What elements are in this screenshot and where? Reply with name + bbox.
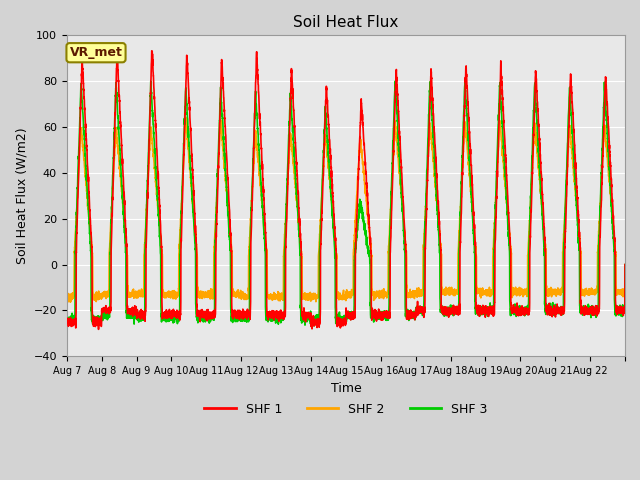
X-axis label: Time: Time bbox=[330, 382, 361, 395]
SHF 2 bbox=[182, 115, 189, 120]
Line: SHF 1: SHF 1 bbox=[67, 51, 625, 329]
Text: VR_met: VR_met bbox=[70, 46, 122, 59]
SHF 1 bbox=[397, 152, 404, 157]
SHF 3 bbox=[527, 193, 534, 199]
SHF 1 bbox=[367, 250, 374, 256]
SHF 3 bbox=[392, 78, 399, 84]
Line: SHF 2: SHF 2 bbox=[67, 118, 625, 302]
Line: SHF 3: SHF 3 bbox=[67, 81, 625, 326]
SHF 1 bbox=[179, 186, 187, 192]
SHF 1 bbox=[499, 104, 507, 109]
SHF 2 bbox=[499, 158, 507, 164]
SHF 2 bbox=[541, 239, 549, 245]
Legend: SHF 1, SHF 2, SHF 3: SHF 1, SHF 2, SHF 3 bbox=[200, 398, 492, 420]
SHF 1 bbox=[95, 326, 102, 332]
SHF 2 bbox=[367, 241, 374, 247]
SHF 1 bbox=[63, 318, 70, 324]
SHF 3 bbox=[63, 318, 70, 324]
SHF 2 bbox=[621, 262, 629, 267]
Y-axis label: Soil Heat Flux (W/m2): Soil Heat Flux (W/m2) bbox=[15, 128, 28, 264]
Title: Soil Heat Flux: Soil Heat Flux bbox=[293, 15, 399, 30]
SHF 1 bbox=[527, 222, 534, 228]
SHF 3 bbox=[621, 262, 629, 267]
SHF 2 bbox=[67, 299, 74, 305]
SHF 1 bbox=[541, 240, 549, 246]
SHF 3 bbox=[541, 307, 549, 312]
SHF 3 bbox=[367, 313, 374, 319]
SHF 3 bbox=[499, 139, 507, 145]
SHF 2 bbox=[179, 178, 186, 183]
SHF 1 bbox=[621, 262, 629, 267]
SHF 2 bbox=[63, 293, 70, 299]
SHF 3 bbox=[397, 177, 404, 182]
SHF 2 bbox=[397, 186, 404, 192]
SHF 1 bbox=[148, 48, 156, 54]
SHF 2 bbox=[527, 197, 534, 203]
SHF 3 bbox=[179, 178, 186, 184]
SHF 3 bbox=[310, 323, 318, 329]
